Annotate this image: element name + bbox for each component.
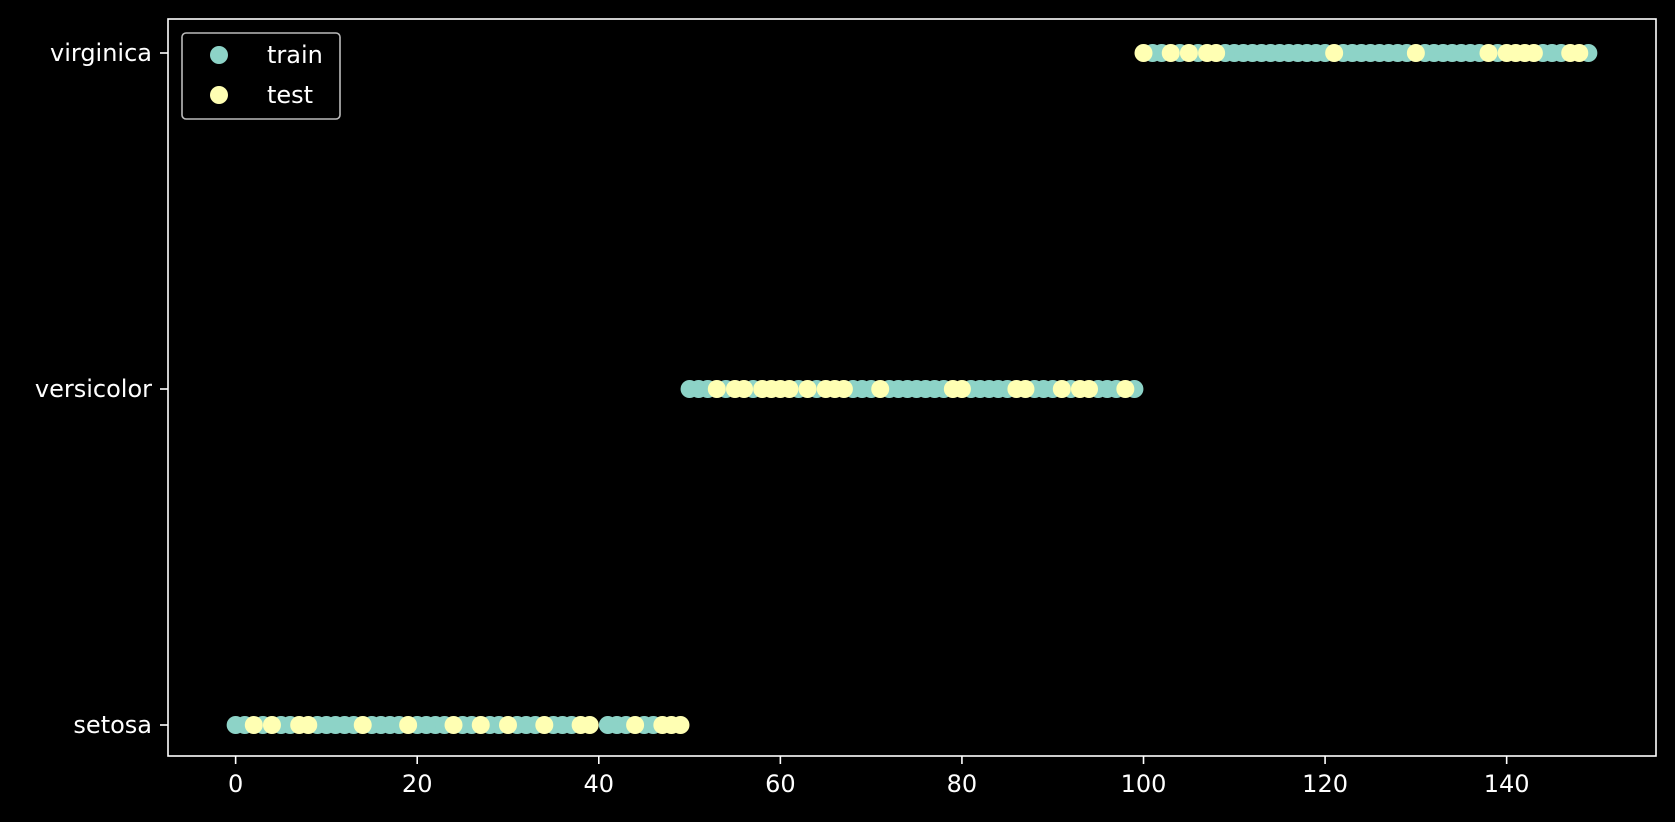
point-test-7 — [471, 716, 490, 734]
axes-layer: 0 20 40 60 80 100 120 140 setosa versicolor virgin… — [35, 18, 1657, 798]
legend-label-test: test — [267, 81, 313, 109]
point-test-5 — [399, 716, 418, 734]
point-test-43 — [1479, 44, 1498, 62]
point-test-6 — [444, 716, 463, 734]
point-test-42 — [1406, 44, 1425, 62]
point-test-38 — [1179, 44, 1198, 62]
point-test-3 — [299, 716, 318, 734]
x-tick-label-0: 0 — [228, 770, 243, 798]
point-test-1 — [262, 716, 281, 734]
point-test-49 — [1570, 44, 1589, 62]
point-test-4 — [353, 716, 372, 734]
point-test-35 — [1116, 380, 1135, 398]
x-tick-label-100: 100 — [1121, 770, 1167, 798]
legend: train test — [181, 32, 341, 120]
x-tick-label-80: 80 — [947, 770, 978, 798]
points-layer — [226, 44, 1598, 734]
x-tick-label-120: 120 — [1302, 770, 1348, 798]
point-test-41 — [1325, 44, 1344, 62]
point-test-12 — [626, 716, 645, 734]
point-test-0 — [244, 716, 263, 734]
x-tick-label-20: 20 — [402, 770, 433, 798]
point-test-34 — [1080, 380, 1099, 398]
point-test-31 — [1016, 380, 1035, 398]
point-test-32 — [1052, 380, 1071, 398]
point-test-47 — [1524, 44, 1543, 62]
point-test-27 — [871, 380, 890, 398]
point-test-8 — [499, 716, 517, 734]
point-test-36 — [1134, 44, 1153, 62]
point-test-22 — [780, 380, 799, 398]
point-test-18 — [735, 380, 754, 398]
point-test-9 — [535, 716, 554, 734]
y-tick-label-virginica: virginica — [50, 39, 152, 67]
legend-marker-test — [210, 86, 228, 104]
point-test-26 — [834, 380, 853, 398]
series-train — [226, 44, 1598, 734]
plot-frame — [167, 18, 1657, 757]
point-test-23 — [798, 380, 817, 398]
point-test-11 — [580, 716, 599, 734]
y-tick-label-versicolor: versicolor — [35, 375, 152, 403]
legend-marker-train — [210, 46, 228, 64]
x-tick-label-60: 60 — [765, 770, 796, 798]
y-tick-label-setosa: setosa — [73, 711, 152, 739]
point-test-29 — [952, 380, 971, 398]
point-test-15 — [671, 716, 690, 734]
x-tick-label-140: 140 — [1484, 770, 1530, 798]
point-test-16 — [707, 380, 726, 398]
legend-label-train: train — [267, 41, 323, 69]
x-tick-label-40: 40 — [584, 770, 615, 798]
point-test-40 — [1207, 44, 1226, 62]
point-test-37 — [1161, 44, 1180, 62]
series-test — [244, 44, 1589, 734]
